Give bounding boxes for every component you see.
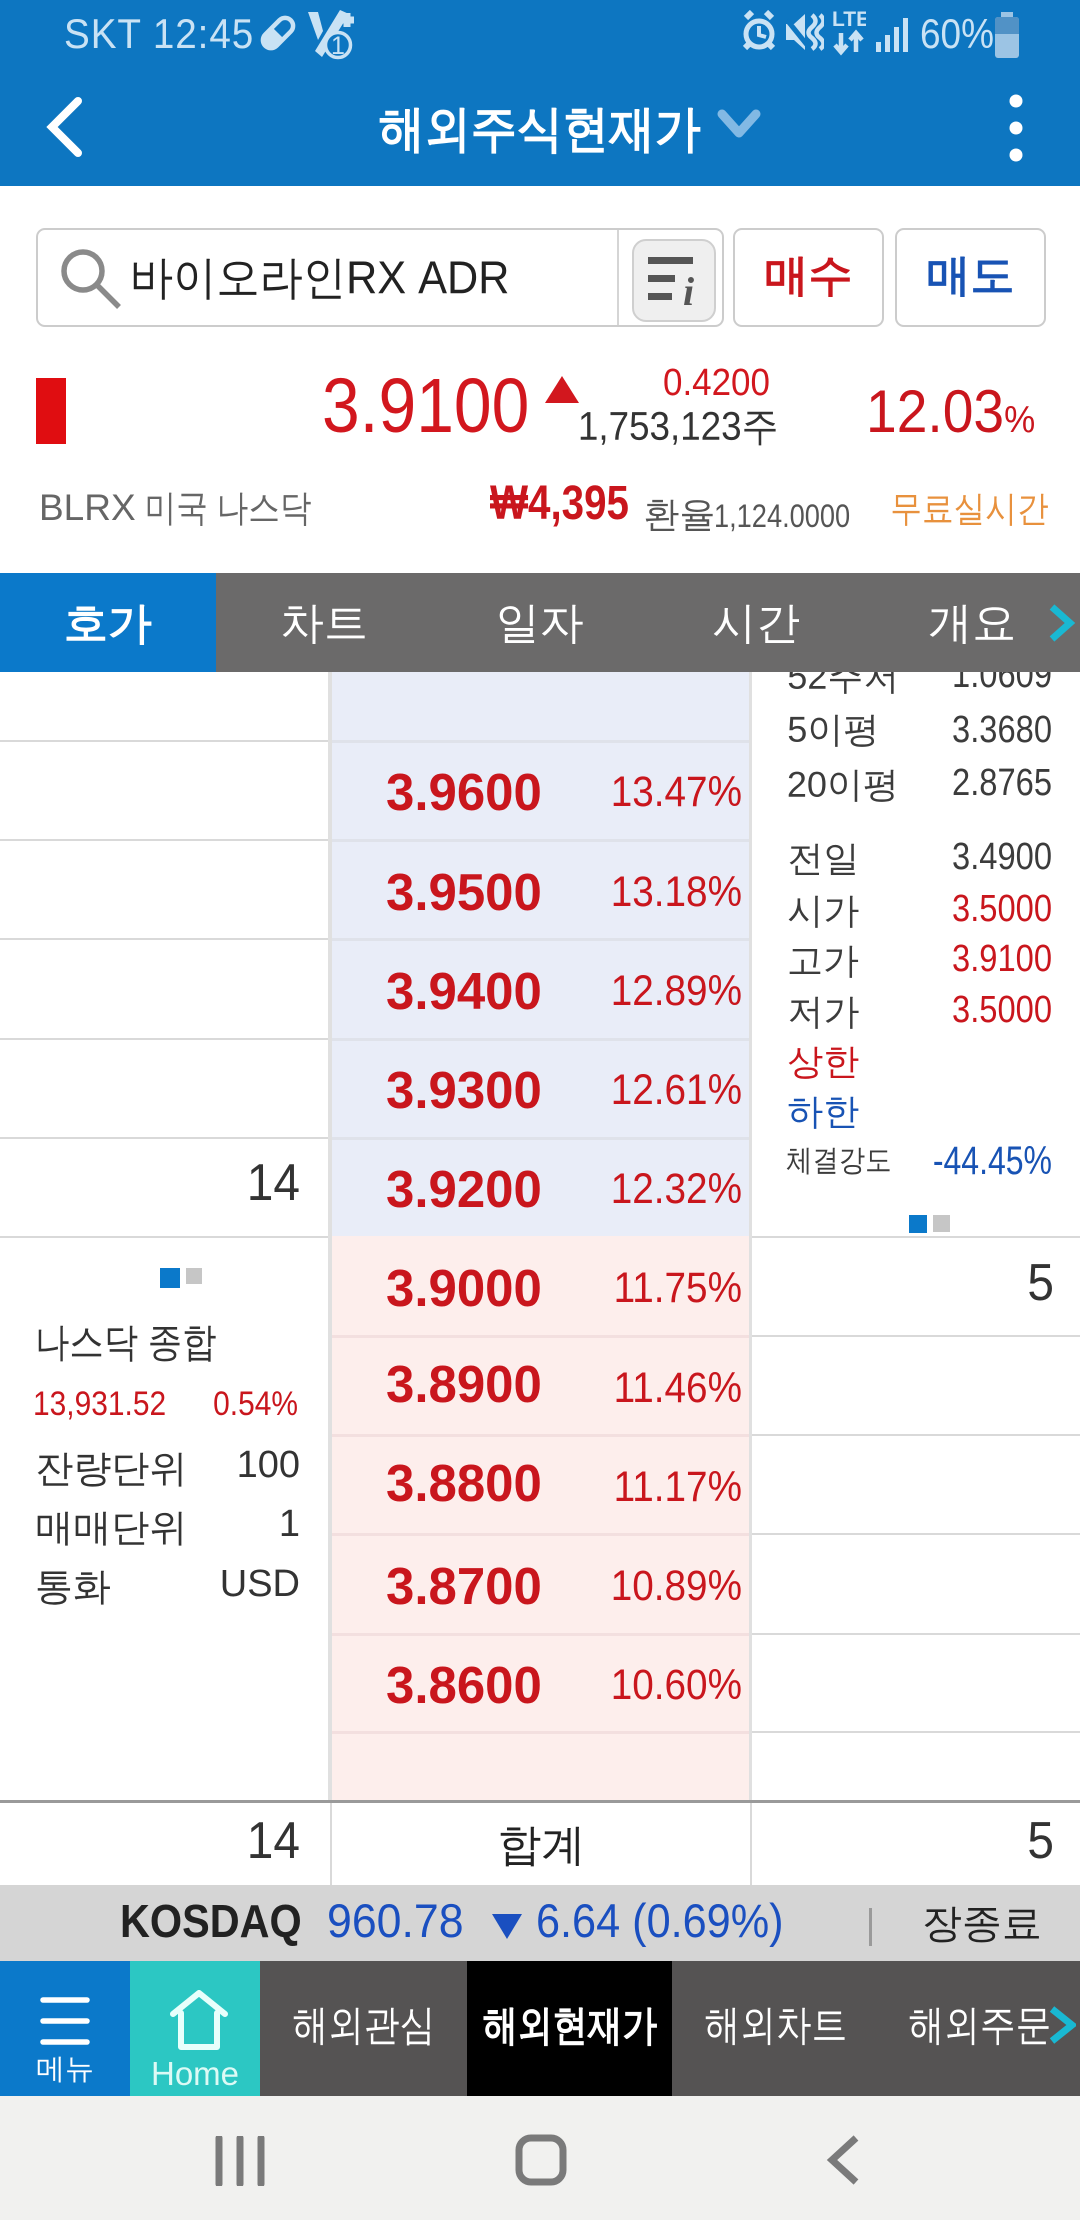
svg-text:LTE: LTE <box>832 8 866 31</box>
svg-text:1: 1 <box>331 32 345 60</box>
svg-text:i: i <box>683 269 694 307</box>
